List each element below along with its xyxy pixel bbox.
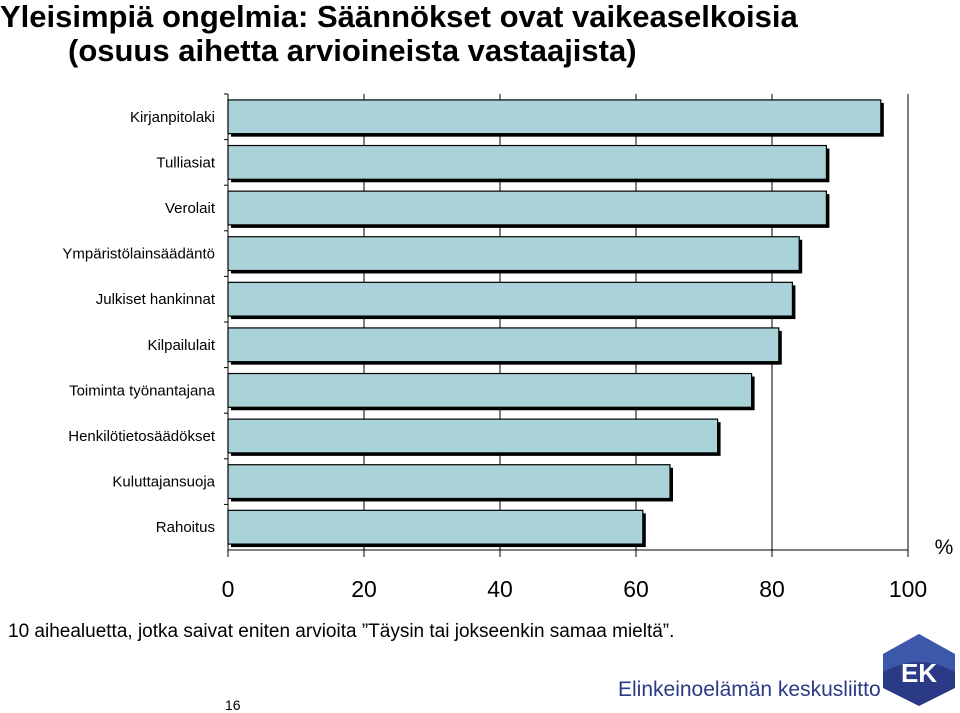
- x-axis-unit-label: %: [935, 536, 954, 559]
- chart-title: Yleisimpiä ongelmia: Säännökset ovat vai…: [0, 0, 960, 68]
- bar: [227, 418, 719, 454]
- category-label: Kuluttajansuoja: [112, 474, 215, 491]
- x-tick-labels: 0 20 40 60 80 100: [222, 576, 928, 602]
- category-label: Tulliasiat: [156, 154, 215, 171]
- x-tick-label: 100: [889, 576, 927, 602]
- category-label: Henkilötietosäädökset: [68, 428, 216, 445]
- category-label: Kilpailulait: [147, 337, 215, 354]
- category-label: Kirjanpitolaki: [130, 109, 215, 126]
- bar: [227, 509, 644, 545]
- category-label: Ympäristölainsäädäntö: [62, 246, 215, 263]
- bar: [227, 372, 753, 408]
- category-label: Julkiset hankinnat: [96, 291, 216, 308]
- x-tick-label: 60: [623, 576, 649, 602]
- bar: [227, 190, 828, 226]
- title-line-2: (osuus aihetta arvioineista vastaajista): [68, 33, 637, 68]
- bar-chart: Kirjanpitolaki Tulliasiat Verolait Ympärist…: [62, 93, 954, 602]
- bar: [227, 327, 780, 363]
- category-label: Toiminta työnantajana: [69, 382, 216, 399]
- brand-name: Elinkeinoelämän keskusliitto: [618, 678, 881, 701]
- axes: [224, 93, 909, 557]
- bar: [227, 99, 882, 135]
- ek-logo-icon: EK: [883, 634, 955, 706]
- x-tick-label: 80: [759, 576, 785, 602]
- svg-text:EK: EK: [901, 658, 937, 688]
- footnote: 10 aihealuetta, jotka saivat eniten arvi…: [8, 621, 675, 642]
- bars: [227, 99, 884, 548]
- bar: [227, 281, 794, 317]
- bar: [227, 144, 828, 180]
- x-tick-label: 0: [222, 576, 235, 602]
- category-label: Verolait: [165, 200, 216, 217]
- bar: [227, 236, 800, 272]
- category-label: Rahoitus: [156, 519, 215, 536]
- x-tick-label: 40: [487, 576, 513, 602]
- x-tick-label: 20: [351, 576, 377, 602]
- page-number: 16: [225, 697, 241, 713]
- category-labels: Kirjanpitolaki Tulliasiat Verolait Ympärist…: [62, 109, 215, 536]
- bar: [227, 464, 671, 500]
- title-line-1: Yleisimpiä ongelmia: Säännökset ovat vai…: [0, 0, 798, 34]
